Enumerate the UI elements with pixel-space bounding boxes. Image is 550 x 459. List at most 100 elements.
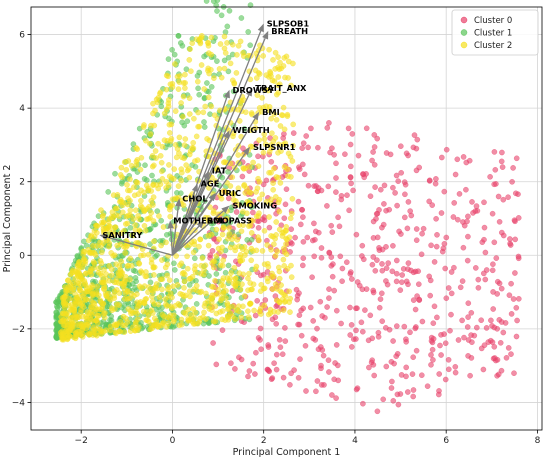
scatter-point xyxy=(74,252,81,259)
legend-entry-label: Cluster 2 xyxy=(474,41,512,51)
scatter-point xyxy=(273,366,280,373)
x-tick-label: 4 xyxy=(352,436,358,446)
scatter-point xyxy=(374,408,381,415)
scatter-point xyxy=(98,207,104,213)
scatter-point xyxy=(99,249,105,256)
scatter-point xyxy=(498,285,505,292)
scatter-point xyxy=(383,363,390,370)
scatter-point xyxy=(219,231,226,238)
scatter-point xyxy=(266,107,273,114)
scatter-point xyxy=(508,311,515,317)
scatter-point xyxy=(262,297,269,303)
scatter-point xyxy=(101,266,107,273)
scatter-point xyxy=(265,342,272,348)
scatter-point xyxy=(338,320,344,327)
scatter-point xyxy=(178,169,185,176)
scatter-point xyxy=(489,210,496,217)
scatter-point xyxy=(159,143,166,150)
scatter-point xyxy=(247,222,253,229)
scatter-point xyxy=(143,273,150,280)
scatter-point xyxy=(230,191,237,198)
scatter-point xyxy=(265,87,272,94)
scatter-point xyxy=(192,158,198,164)
scatter-point xyxy=(278,148,284,154)
scatter-point xyxy=(236,270,243,276)
scatter-point xyxy=(445,356,452,363)
scatter-point xyxy=(473,324,480,331)
scatter-point xyxy=(353,327,359,334)
scatter-point xyxy=(117,328,123,335)
scatter-point xyxy=(273,303,280,310)
scatter-point xyxy=(499,164,506,170)
scatter-point xyxy=(105,290,112,297)
scatter-point xyxy=(465,233,471,240)
scatter-point xyxy=(390,242,396,249)
scatter-point xyxy=(234,236,241,243)
scatter-point xyxy=(131,184,137,190)
scatter-point xyxy=(149,293,155,300)
scatter-point xyxy=(220,225,227,231)
loading-vector-shaft xyxy=(171,118,256,256)
scatter-point xyxy=(123,221,129,227)
scatter-point xyxy=(393,270,400,277)
scatter-point xyxy=(268,115,275,122)
scatter-point xyxy=(318,245,325,251)
scatter-point xyxy=(210,318,217,325)
scatter-point xyxy=(409,371,416,377)
scatter-point xyxy=(170,176,177,182)
scatter-point xyxy=(97,297,104,304)
scatter-point xyxy=(252,125,259,131)
scatter-point xyxy=(354,385,361,392)
loading-vector-shaft xyxy=(171,177,207,256)
loading-vector-shaft xyxy=(171,198,212,256)
scatter-point xyxy=(287,309,293,315)
scatter-point xyxy=(98,260,105,267)
scatter-point xyxy=(149,172,155,179)
scatter-point xyxy=(72,291,78,297)
scatter-point xyxy=(255,163,262,169)
scatter-point xyxy=(374,257,380,263)
scatter-point xyxy=(353,305,359,312)
scatter-point xyxy=(261,302,268,309)
scatter-point xyxy=(448,269,455,275)
scatter-point xyxy=(284,166,291,172)
scatter-point xyxy=(255,224,262,231)
scatter-point xyxy=(163,86,170,93)
scatter-point xyxy=(455,337,462,343)
scatter-point xyxy=(195,123,201,130)
scatter-point xyxy=(232,366,238,372)
scatter-point xyxy=(184,265,191,272)
scatter-point xyxy=(171,166,177,172)
scatter-point xyxy=(200,314,206,320)
scatter-point xyxy=(258,346,264,353)
scatter-point xyxy=(386,206,393,213)
scatter-point xyxy=(445,366,452,373)
scatter-point xyxy=(79,300,85,307)
scatter-point xyxy=(410,354,417,361)
scatter-point xyxy=(305,144,311,151)
scatter-point xyxy=(148,122,154,129)
scatter-point xyxy=(299,161,306,168)
scatter-point xyxy=(478,317,485,324)
scatter-point xyxy=(138,252,144,259)
scatter-point xyxy=(369,157,375,164)
scatter-point xyxy=(106,277,113,284)
scatter-point xyxy=(482,276,489,283)
scatter-point xyxy=(266,46,272,53)
scatter-point xyxy=(290,60,296,67)
scatter-point xyxy=(480,366,487,373)
scatter-point xyxy=(138,197,144,204)
scatter-point xyxy=(424,383,431,390)
scatter-point xyxy=(339,278,345,285)
scatter-point xyxy=(171,51,178,58)
scatter-point xyxy=(114,205,120,212)
scatter-point xyxy=(209,283,215,290)
scatter-point xyxy=(475,284,482,291)
scatter-point xyxy=(164,261,171,268)
scatter-point xyxy=(367,312,374,319)
scatter-point xyxy=(141,207,147,213)
scatter-point xyxy=(297,356,303,362)
scatter-point xyxy=(240,165,247,171)
scatter-point xyxy=(191,286,197,293)
